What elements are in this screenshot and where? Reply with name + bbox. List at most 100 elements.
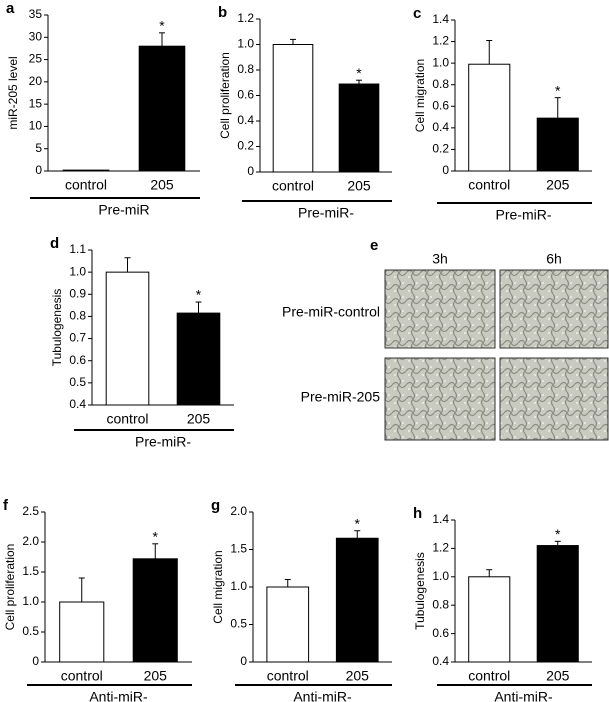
y-tick-label: 1.0 — [69, 264, 86, 278]
bar — [176, 312, 221, 406]
y-tick-label: 1.1 — [69, 242, 86, 256]
group-label: Anti-miR- — [89, 689, 148, 702]
y-axis-label: Tubulogenesis — [413, 552, 427, 630]
y-tick-label: 0.8 — [69, 309, 86, 323]
bar — [468, 576, 511, 663]
y-tick-label: 0.6 — [69, 353, 86, 367]
panel-letter: a — [6, 0, 15, 17]
y-tick-label: 1.0 — [432, 569, 449, 583]
y-axis-label: Cell proliferation — [3, 544, 17, 631]
significance-mark: * — [555, 526, 561, 542]
significance-mark: * — [356, 65, 362, 81]
group-label: Pre-miR — [98, 202, 149, 218]
bar — [338, 83, 380, 173]
y-tick-label: 0 — [442, 163, 449, 177]
y-tick-label: 0 — [32, 654, 39, 668]
y-tick-label: 10 — [29, 119, 43, 133]
bar — [132, 558, 178, 663]
x-tick-label: control — [468, 668, 510, 684]
y-tick-label: 0.7 — [69, 331, 86, 345]
y-tick-label: 35 — [29, 7, 43, 21]
panel-letter: h — [413, 505, 422, 522]
column-label: 3h — [432, 251, 448, 267]
bar — [468, 63, 511, 172]
image-panel: e 3h 6h Pre-miR-control Pre-miR-205 — [282, 237, 609, 441]
x-tick-label: 205 — [546, 668, 570, 684]
y-tick-label: 1.0 — [22, 594, 39, 608]
y-tick-label: 1.5 — [22, 564, 39, 578]
y-tick-label: 0.5 — [22, 624, 39, 638]
x-tick-label: control — [106, 411, 148, 427]
y-tick-label: 30 — [29, 29, 43, 43]
x-tick-label: control — [267, 668, 309, 684]
y-axis-label: Tubulogenesis — [50, 289, 64, 367]
group-label: Anti-miR- — [293, 689, 352, 702]
bar — [105, 271, 150, 406]
y-tick-label: 1.4 — [432, 512, 449, 526]
y-tick-label: 0.4 — [237, 113, 254, 127]
y-tick-label: 0.5 — [69, 375, 86, 389]
y-tick-label: 1.5 — [230, 542, 247, 556]
y-tick-label: 1.4 — [432, 12, 449, 26]
y-tick-label: 1.2 — [432, 34, 449, 48]
y-tick-label: 1.0 — [230, 579, 247, 593]
y-tick-label: 1.2 — [432, 541, 449, 555]
y-tick-label: 0.8 — [237, 62, 254, 76]
y-tick-label: 1.0 — [237, 37, 254, 51]
significance-mark: * — [159, 18, 165, 34]
micrograph — [499, 357, 609, 441]
bar — [536, 545, 579, 663]
column-label: 6h — [546, 251, 562, 267]
bar — [59, 601, 105, 663]
x-tick-label: 205 — [546, 177, 570, 193]
y-tick-label: 2.0 — [22, 534, 39, 548]
y-tick-label: 2.0 — [230, 504, 247, 518]
group-label: Anti-miR- — [494, 689, 553, 702]
x-tick-label: control — [468, 177, 510, 193]
y-tick-label: 5 — [35, 141, 42, 155]
y-tick-label: 0.8 — [432, 77, 449, 91]
significance-mark: * — [555, 82, 561, 98]
y-tick-label: 0.9 — [69, 286, 86, 300]
bar — [272, 44, 314, 173]
significance-mark: * — [153, 529, 159, 545]
y-tick-label: 20 — [29, 74, 43, 88]
bar — [335, 537, 379, 663]
y-tick-label: 1.2 — [237, 11, 254, 25]
x-tick-label: 205 — [187, 411, 211, 427]
y-tick-label: 2.5 — [22, 504, 39, 518]
y-tick-label: 0.4 — [432, 654, 449, 668]
group-label: Pre-miR- — [298, 205, 354, 221]
significance-mark: * — [196, 287, 202, 303]
panel-letter: e — [370, 237, 378, 254]
panel-letter: b — [218, 4, 227, 21]
panel-letter: d — [50, 235, 59, 252]
micrograph — [384, 269, 496, 349]
y-axis-label: Cell migration — [211, 550, 225, 623]
y-tick-label: 0.6 — [432, 626, 449, 640]
y-tick-label: 0.2 — [432, 142, 449, 156]
x-tick-label: 205 — [346, 668, 370, 684]
y-tick-label: 15 — [29, 96, 43, 110]
x-tick-label: 205 — [144, 668, 168, 684]
y-axis-label: Cell proliferation — [218, 52, 232, 139]
micrograph — [499, 269, 609, 349]
panel-letter: g — [211, 497, 220, 514]
bar — [266, 586, 310, 663]
y-tick-label: 0.5 — [230, 617, 247, 631]
y-tick-label: 0.4 — [432, 120, 449, 134]
group-label: Pre-miR- — [496, 207, 552, 223]
y-tick-label: 0 — [240, 654, 247, 668]
y-tick-label: 1.0 — [432, 55, 449, 69]
row-label: Pre-miR-control — [282, 304, 380, 320]
bar — [62, 169, 110, 172]
panel-letter: c — [413, 5, 421, 22]
micrograph — [384, 357, 496, 441]
bar — [536, 117, 579, 172]
y-tick-label: 0.6 — [432, 98, 449, 112]
y-tick-label: 0.2 — [237, 139, 254, 153]
x-tick-label: control — [272, 178, 314, 194]
x-tick-label: control — [61, 668, 103, 684]
x-tick-label: control — [65, 177, 107, 193]
